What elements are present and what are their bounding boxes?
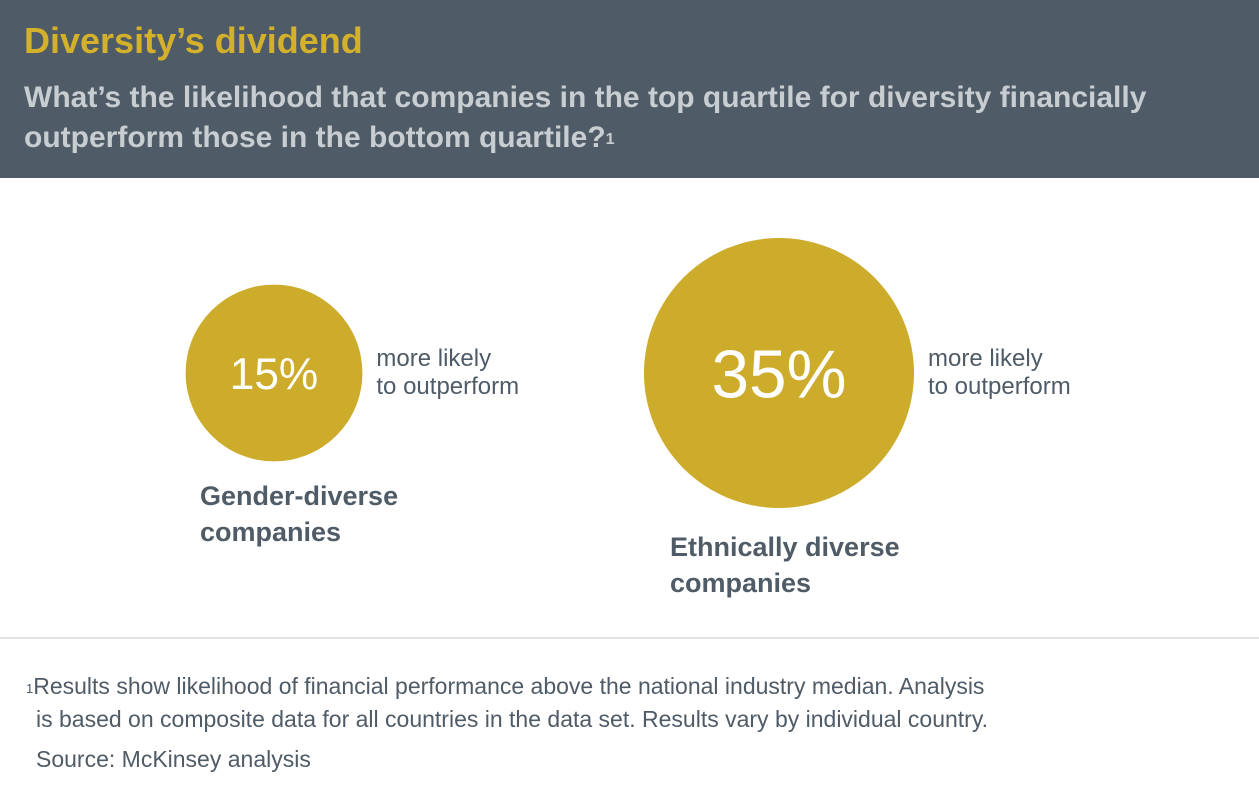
footnote: 1Results show likelihood of financial pe… xyxy=(26,670,1251,736)
footnote-line-1: 1Results show likelihood of financial pe… xyxy=(26,673,984,699)
chart-subtitle: What’s the likelihood that companies in … xyxy=(24,78,1184,158)
footnote-line-1-text: Results show likelihood of financial per… xyxy=(33,673,985,699)
bubble-caption-2-line-1: more likely xyxy=(928,345,1043,372)
bubble-caption-2-line-2: to outperform xyxy=(928,373,1071,400)
source-note: Source: McKinsey analysis xyxy=(36,746,311,772)
footnote-line-2: is based on composite data for all count… xyxy=(36,706,989,732)
bubble-category-label-1-line-1: Gender-diverse xyxy=(200,481,398,511)
bubble-caption-1-line-2: to outperform xyxy=(376,373,519,400)
bubble-category-label-2-line-1: Ethnically diverse xyxy=(670,532,900,562)
subtitle-text: What’s the likelihood that companies in … xyxy=(24,81,1147,154)
footnote-marker: 1 xyxy=(26,681,34,696)
bubble-category-label-2-line-2: companies xyxy=(670,568,811,598)
bubble-category-label-1-line-2: companies xyxy=(200,517,341,547)
bubble-1 xyxy=(185,284,363,462)
header-banner: Diversity’s dividend What’s the likeliho… xyxy=(0,0,1259,178)
bubble-value-label-2: 35% xyxy=(711,337,846,412)
subtitle-footnote-marker: 1 xyxy=(605,131,615,148)
bubble-caption-1-line-1: more likely xyxy=(376,345,491,372)
chart-title: Diversity’s dividend xyxy=(24,20,363,61)
bubble-value-label-1: 15% xyxy=(230,350,318,399)
footer-divider xyxy=(0,637,1259,639)
bubble-2 xyxy=(644,238,914,508)
bubble-chart: 15% more likely to outperform Gender-divers… xyxy=(0,178,1259,638)
